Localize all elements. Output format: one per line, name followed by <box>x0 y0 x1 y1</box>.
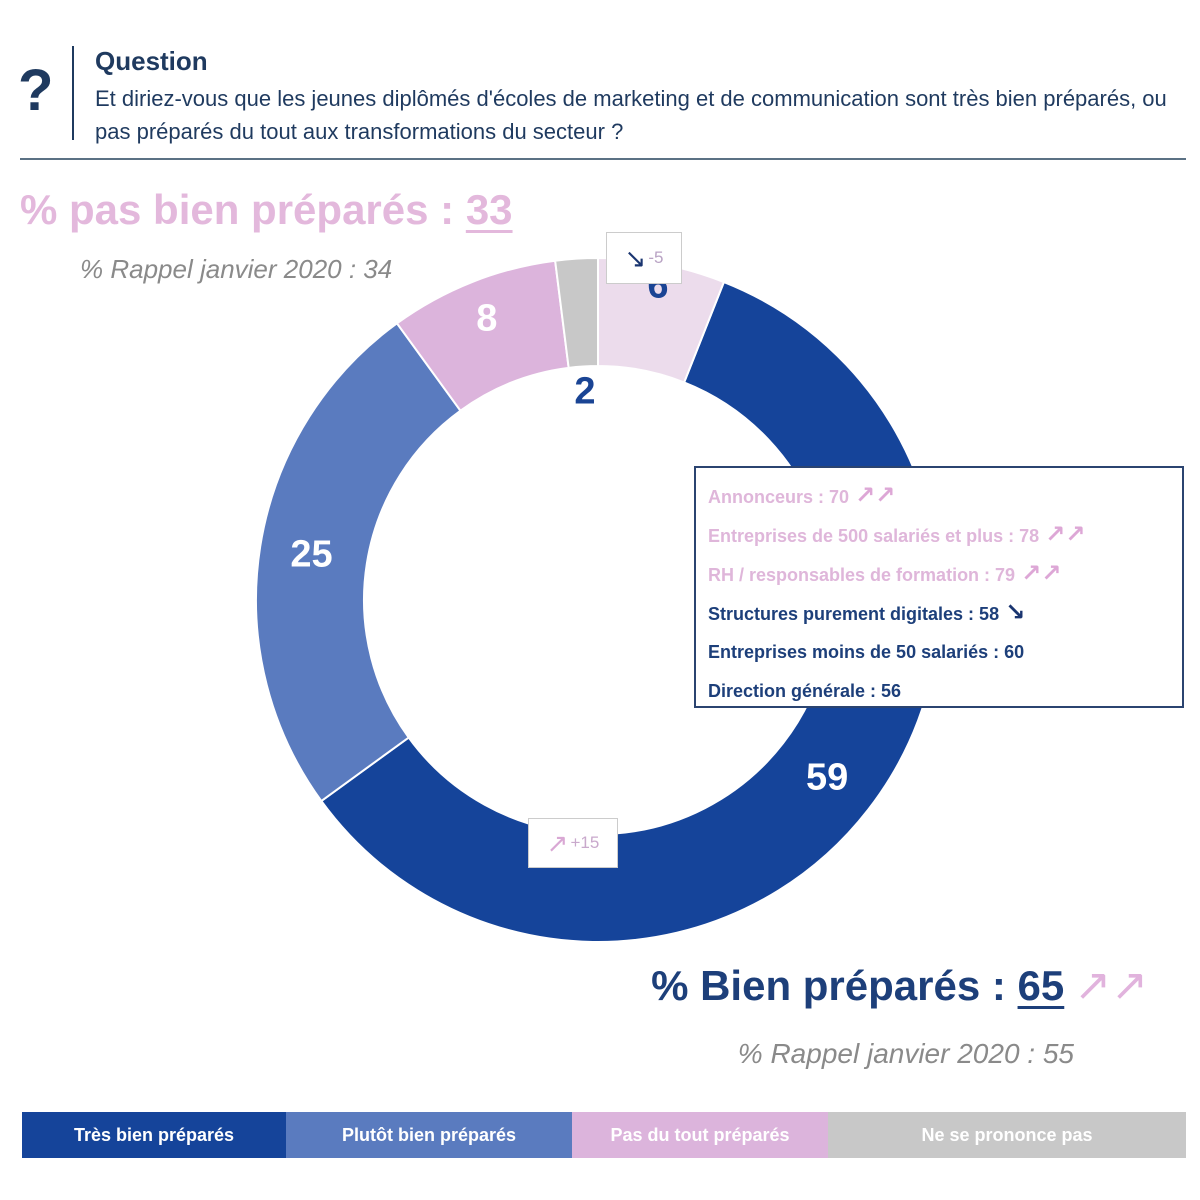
evolution-value: +15 <box>570 833 600 852</box>
donut-slice <box>254 321 462 803</box>
question-title: Question <box>95 46 208 76</box>
legend: Très bien préparés Plutôt bien préparés Pa… <box>22 1112 1186 1158</box>
question-divider <box>72 46 74 140</box>
pas-bien-label: % pas bien préparés : <box>20 186 466 233</box>
arrow-down-right-icon: ↘ <box>1005 599 1026 626</box>
slice-label: 8 <box>476 297 498 340</box>
legend-item: Pas du tout préparés <box>572 1112 828 1158</box>
arrow-up-right-icon: ↗↗ <box>1045 521 1086 548</box>
legend-item: Ne se prononce pas <box>828 1112 1186 1158</box>
subgroup-row: Direction générale : 56 <box>708 677 1182 716</box>
subgroup-row: RH / responsables de formation : 79 ↗↗ <box>708 560 1182 599</box>
subgroup-row: Entreprises de 500 salariés et plus : 78… <box>708 521 1182 560</box>
subgroup-text: Annonceurs : 70 <box>708 487 850 507</box>
arrow-up-right-icon: ↗↗ <box>1021 560 1062 587</box>
legend-item: Très bien préparés <box>22 1112 286 1158</box>
evolution-value: -5 <box>648 248 664 267</box>
arrow-up-right-icon: ↗↗ <box>1074 961 1148 1010</box>
arrow-up-right-icon: ↗↗ <box>855 482 896 509</box>
question-mark-icon: ? <box>18 58 54 123</box>
slice-label: 25 <box>290 533 333 576</box>
subgroup-box: Annonceurs : 70 ↗↗ Entreprises de 500 sala… <box>694 466 1184 708</box>
bien-rappel: % Rappel janvier 2020 : 55 <box>737 1038 1074 1069</box>
subgroup-text: Entreprises moins de 50 salariés : 60 <box>708 642 1025 662</box>
subgroup-text: Structures purement digitales : 58 <box>708 604 1000 624</box>
bien-label: % Bien préparés : <box>651 962 1018 1009</box>
arrow-up-right-icon: ↗ <box>546 827 569 858</box>
subgroup-text: Entreprises de 500 salariés et plus : 78 <box>708 526 1040 546</box>
bien-value: 65 <box>1017 962 1065 1009</box>
subgroup-text: RH / responsables de formation : 79 <box>708 565 1016 585</box>
subgroup-row: Structures purement digitales : 58 ↘ <box>708 599 1182 638</box>
bien-summary: % Bien préparés : 65 ↗↗ <box>651 960 1148 1011</box>
question-text: Et diriez-vous que les jeunes diplômés d… <box>95 86 1167 144</box>
pas-bien-summary: % pas bien préparés : 33 <box>20 186 513 234</box>
arrow-down-right-icon: ↘ <box>624 242 647 273</box>
subgroup-row: Entreprises moins de 50 salariés : 60 <box>708 638 1182 677</box>
pas-bien-value: 33 <box>465 186 513 233</box>
subgroup-row: Annonceurs : 70 ↗↗ <box>708 482 1182 521</box>
legend-item: Plutôt bien préparés <box>286 1112 572 1158</box>
subgroup-text: Direction générale : 56 <box>708 681 902 701</box>
pas-bien-rappel: % Rappel janvier 2020 : 34 <box>80 254 393 284</box>
slice-label: 59 <box>806 756 849 799</box>
evolution-badge-negative: ↘ -5 <box>606 232 682 284</box>
slice-label: 2 <box>574 370 596 413</box>
evolution-badge-positive: ↗ +15 <box>528 818 618 868</box>
header-rule <box>20 158 1186 160</box>
